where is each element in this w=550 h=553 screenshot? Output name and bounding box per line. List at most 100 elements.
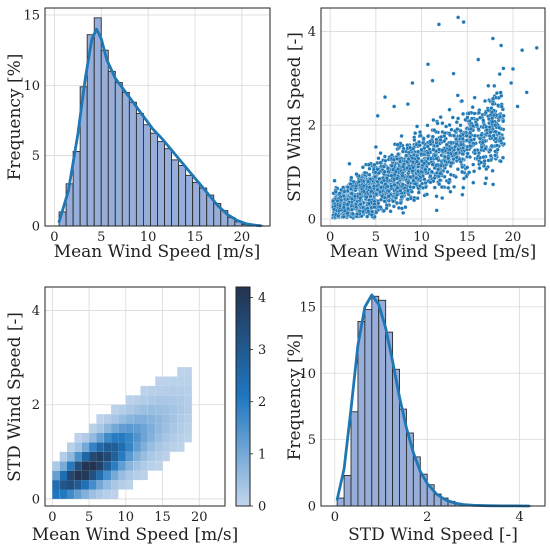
scatter-point <box>372 162 377 167</box>
scatter-point <box>461 185 466 190</box>
scatter-point <box>434 137 439 142</box>
scatter-point <box>337 191 342 196</box>
heatmap-cell <box>169 376 178 386</box>
scatter-point <box>466 111 471 116</box>
scatter-point <box>467 170 472 175</box>
scatter-point <box>393 169 398 174</box>
scatter-point <box>456 15 461 20</box>
scatter-point <box>460 192 465 197</box>
scatter-point <box>373 174 378 179</box>
heatmap-cell <box>89 442 97 452</box>
scatter-point <box>425 123 430 128</box>
scatter-point <box>415 159 420 164</box>
scatter-point <box>470 105 475 110</box>
scatter-point <box>423 167 428 172</box>
scatter-point <box>366 209 371 214</box>
plot-frame <box>44 7 271 227</box>
scatter-point <box>491 182 496 187</box>
x-tick-label: 10 <box>140 230 157 245</box>
y-tick-label: 0 <box>32 220 40 235</box>
scatter-point <box>416 190 421 195</box>
heatmap-cell <box>103 433 112 443</box>
scatter-point <box>476 110 482 115</box>
scatter-point <box>436 22 441 27</box>
scatter-point <box>425 62 431 67</box>
scatter-point <box>386 194 391 199</box>
heatmap-cell <box>133 423 141 433</box>
scatter-point <box>384 176 389 181</box>
scatter-point <box>349 175 354 180</box>
x-tick-label: 0 <box>326 230 334 245</box>
heatmap-cell <box>111 489 119 499</box>
scatter-point <box>358 202 363 207</box>
scatter-point <box>494 91 499 96</box>
heatmap-cell <box>125 442 134 452</box>
heatmap-cell <box>89 489 97 499</box>
scatter-point <box>439 184 444 190</box>
scatter-point <box>374 192 379 197</box>
y-tick-label: 0 <box>308 500 316 515</box>
std-vs-mean-heatmap-panel: Mean Wind Speed [m/s] STD Wind Speed [-]… <box>5 286 266 545</box>
scatter-point <box>455 167 460 172</box>
histogram-bar <box>157 141 165 227</box>
scatter-point <box>469 138 474 143</box>
scatter-point <box>421 136 426 141</box>
heatmap-cell <box>89 451 97 462</box>
scatter-point <box>398 200 403 206</box>
histogram-bar <box>350 411 359 507</box>
scatter-point <box>391 204 396 209</box>
heatmap-cell <box>89 470 97 481</box>
scatter-point <box>488 130 493 135</box>
scatter-point <box>453 174 458 179</box>
scatter-point <box>425 144 430 149</box>
heatmap-cell <box>125 395 134 405</box>
heatmap-cell <box>118 470 126 481</box>
mean-wind-histogram-panel: Mean Wind Speed [m/s] Frequency [%] 0 5 10… <box>5 7 271 262</box>
y-tick-label: 5 <box>308 433 316 448</box>
heatmap-cell <box>155 442 163 452</box>
heatmap-cell <box>169 395 178 405</box>
scatter-point <box>383 158 388 163</box>
heatmap-cell <box>103 480 112 490</box>
scatter-point <box>331 198 336 203</box>
heatmap-cell <box>74 470 82 481</box>
scatter-point <box>446 156 451 161</box>
heatmap-cell <box>155 376 163 386</box>
scatter-point <box>458 128 463 133</box>
heatmap-cell <box>111 470 119 481</box>
scatter-point <box>430 78 435 83</box>
scatter-point <box>501 119 506 124</box>
scatter-point <box>339 198 344 203</box>
scatter-point <box>501 113 506 118</box>
scatter-point <box>361 183 366 189</box>
scatter-point <box>490 101 495 106</box>
scatter-point <box>412 137 417 143</box>
heatmap-cell <box>67 451 75 462</box>
scatter-point <box>401 164 406 169</box>
heatmap-cell <box>177 433 185 443</box>
scatter-point <box>382 169 387 174</box>
scatter-point <box>534 45 539 50</box>
heatmap-cell <box>125 423 134 433</box>
scatter-point <box>373 170 378 175</box>
heatmap-cell <box>147 442 156 452</box>
scatter-point <box>448 189 453 194</box>
scatter-point <box>494 143 500 148</box>
colorbar: 0 1 2 3 4 <box>235 286 266 515</box>
scatter-point <box>487 133 492 138</box>
scatter-point <box>430 162 435 167</box>
scatter-point <box>459 142 464 147</box>
scatter-point <box>499 93 504 98</box>
scatter-point <box>491 133 496 138</box>
scatter-point <box>489 106 494 111</box>
heatmap-cell <box>162 451 170 462</box>
scatter-point <box>378 197 384 202</box>
heatmap-cell <box>103 423 112 433</box>
heatmap-cell <box>169 414 178 424</box>
scatter-point <box>419 152 424 157</box>
scatter-point <box>386 189 391 194</box>
scatter-point <box>451 71 456 76</box>
heatmap-cell <box>140 470 148 481</box>
histogram-bar <box>128 101 137 227</box>
heatmap-cell <box>155 423 163 433</box>
